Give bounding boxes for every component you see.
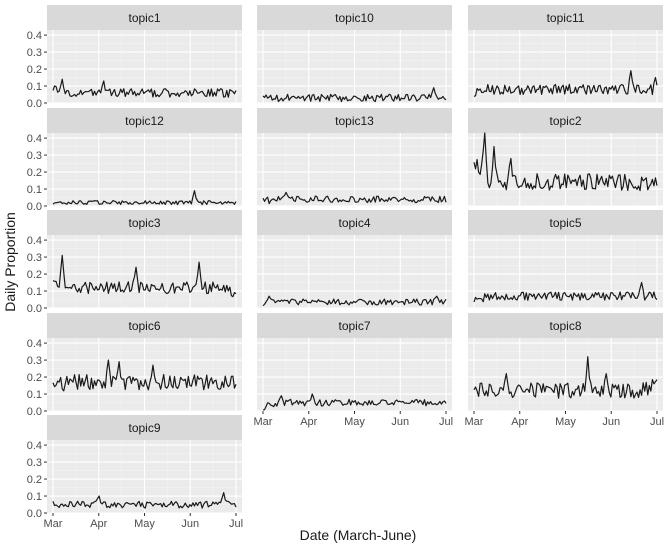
- x-tick-label: May: [344, 416, 365, 428]
- series-line-topic1: [52, 78, 237, 98]
- y-tick-label: 0.4: [27, 30, 42, 42]
- series-line-topic3: [52, 254, 237, 298]
- facet-strip: [468, 210, 663, 235]
- facet-panel-topic11: topic11: [468, 5, 663, 104]
- x-tick-label: Apr: [300, 416, 317, 428]
- y-tick-label: 0.3: [27, 355, 42, 367]
- facet-panel-topic12: topic12 0.0 0.1 0.2 0.3 0.4: [27, 108, 242, 213]
- facet-strip: [47, 5, 242, 30]
- facet-strip: [468, 108, 663, 133]
- y-tick-label: 0.0: [27, 406, 42, 418]
- facet-title: topic3: [128, 216, 160, 230]
- y-tick-label: 0.0: [27, 201, 42, 213]
- x-tick-label: Jun: [602, 416, 620, 428]
- facet-panel-topic3: topic3 0.0 0.1 0.2 0.3 0.4: [27, 210, 242, 315]
- x-tick-label: Jul: [229, 518, 243, 530]
- y-tick-label: 0.1: [27, 491, 42, 503]
- facet-title: topic1: [128, 11, 160, 25]
- y-tick-label: 0.2: [27, 269, 42, 281]
- y-tick-label: 0.4: [27, 235, 42, 247]
- series-line-topic13: [262, 191, 447, 205]
- y-tick-label: 0.1: [27, 389, 42, 401]
- y-tick-label: 0.3: [27, 150, 42, 162]
- x-tick-label: Apr: [90, 518, 107, 530]
- y-tick-label: 0.3: [27, 252, 42, 264]
- x-tick-label: Jun: [391, 416, 409, 428]
- facet-title: topic2: [549, 114, 581, 128]
- series-line-topic9: [52, 492, 237, 509]
- x-tick-label: May: [134, 518, 155, 530]
- facet-title: topic8: [549, 319, 581, 333]
- y-tick-label: 0.1: [27, 184, 42, 196]
- series-line-topic12: [52, 190, 237, 206]
- y-tick-label: 0.4: [27, 440, 42, 452]
- series-line-topic2: [473, 132, 658, 192]
- x-tick-label: Mar: [254, 416, 273, 428]
- facet-panel-topic5: topic5: [468, 210, 663, 309]
- facet-panel-topic8: topic8 Mar Apr May Jun Jul: [465, 313, 664, 428]
- y-tick-label: 0.3: [27, 47, 42, 59]
- facet-title: topic4: [338, 216, 370, 230]
- facet-panel-topic7: topic7 Mar Apr May Jun Jul: [254, 313, 453, 428]
- y-tick-label: 0.0: [27, 98, 42, 110]
- facet-panel-topic1: topic1 0.0 0.1 0.2 0.3 0.4: [27, 5, 242, 110]
- x-tick-label: Jul: [439, 416, 453, 428]
- y-tick-label: 0.2: [27, 64, 42, 76]
- series-line-topic10: [262, 87, 447, 103]
- x-tick-label: May: [555, 416, 576, 428]
- facet-title: topic12: [125, 114, 164, 128]
- series-line-topic6: [52, 359, 237, 392]
- facet-panel-topic10: topic10: [257, 5, 452, 104]
- y-axis-title: Daily Proportion: [2, 212, 18, 312]
- y-tick-label: 0.2: [27, 372, 42, 384]
- facet-panel-topic9: topic9 0.0 0.1 0.2 0.3 0.4 Mar Apr May Jun Jul: [27, 415, 243, 530]
- facet-panel-topic6: topic6 0.0 0.1 0.2 0.3 0.4: [27, 313, 242, 418]
- facet-strip: [257, 5, 452, 30]
- facet-strip: [257, 313, 452, 338]
- facet-strip: [47, 313, 242, 338]
- facet-title: topic11: [547, 11, 585, 25]
- series-line-topic5: [473, 281, 658, 303]
- y-tick-label: 0.0: [27, 303, 42, 315]
- facet-title: topic13: [335, 114, 374, 128]
- series-line-topic8: [473, 356, 658, 399]
- facet-strip: [47, 415, 242, 440]
- series-line-topic11: [473, 70, 658, 98]
- y-tick-label: 0.3: [27, 457, 42, 469]
- facet-strip: [468, 313, 663, 338]
- y-tick-label: 0.2: [27, 474, 42, 486]
- facet-strip: [468, 5, 663, 30]
- facet-strip: [47, 108, 242, 133]
- series-line-topic7: [262, 393, 447, 411]
- x-tick-label: Jun: [181, 518, 199, 530]
- x-axis-title: Date (March-June): [300, 527, 417, 543]
- x-tick-label: Jul: [650, 416, 664, 428]
- facet-title: topic9: [128, 421, 160, 435]
- x-tick-label: Mar: [44, 518, 63, 530]
- y-tick-label: 0.1: [27, 81, 42, 93]
- facet-title: topic7: [338, 319, 370, 333]
- facet-strip: [47, 210, 242, 235]
- series-line-topic4: [262, 295, 447, 307]
- facet-strip: [257, 108, 452, 133]
- facet-panel-topic4: topic4: [257, 210, 452, 309]
- facet-title: topic10: [335, 11, 374, 25]
- y-tick-label: 0.0: [27, 508, 42, 520]
- facet-panel-topic13: topic13: [257, 108, 452, 207]
- y-tick-label: 0.2: [27, 167, 42, 179]
- facet-title: topic6: [128, 319, 160, 333]
- facet-strip: [257, 210, 452, 235]
- y-tick-label: 0.4: [27, 133, 42, 145]
- x-tick-label: Mar: [465, 416, 484, 428]
- y-tick-label: 0.4: [27, 338, 42, 350]
- facet-panel-topic2: topic2: [468, 108, 663, 207]
- y-tick-label: 0.1: [27, 286, 42, 298]
- x-tick-label: Apr: [511, 416, 528, 428]
- facet-title: topic5: [549, 216, 581, 230]
